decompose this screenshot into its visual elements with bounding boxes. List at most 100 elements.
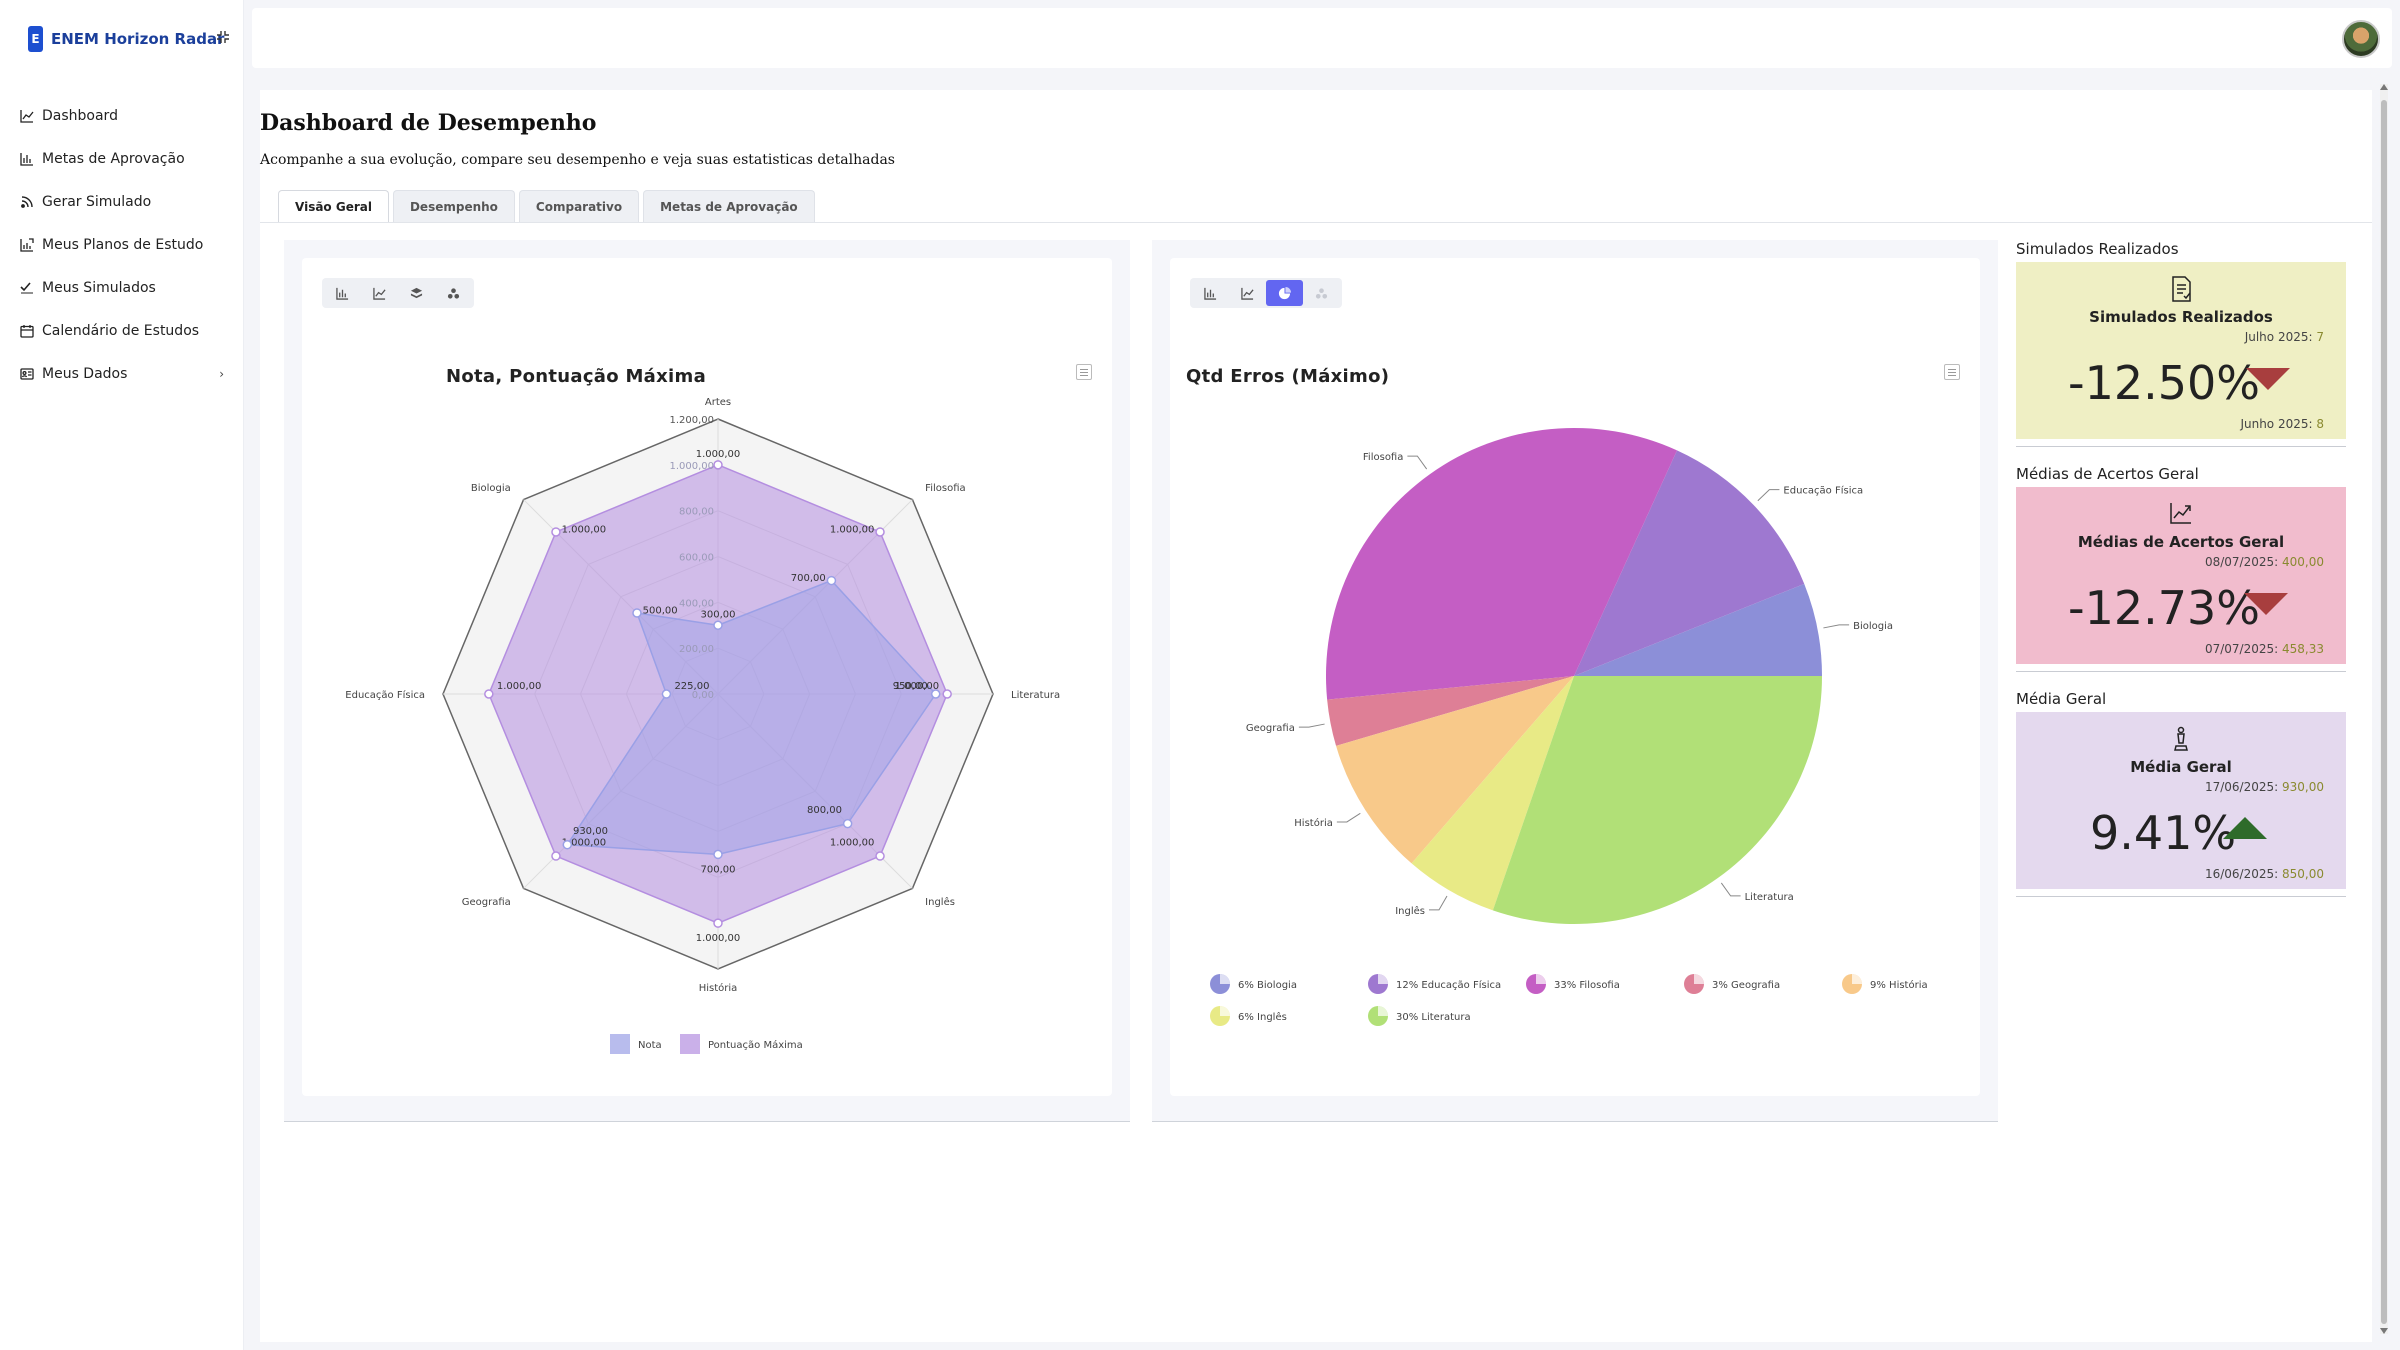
pie-slice	[1574, 450, 1805, 676]
pie-legend-icon	[1536, 974, 1546, 984]
pie-slice-label: Biologia	[1853, 621, 1893, 632]
pie-leader-line	[1823, 624, 1850, 629]
radar-data-label: 700,00	[791, 573, 826, 584]
legend-label: 30% Literatura	[1396, 1012, 1471, 1023]
radar-category-label: Literatura	[1011, 690, 1060, 701]
legend-label: 33% Filosofia	[1554, 980, 1620, 991]
pie-legend-icon	[1220, 1006, 1230, 1016]
chart-menu-icon[interactable]	[1944, 364, 1960, 380]
divider	[2016, 896, 2346, 897]
stat-previous-value: 458,33	[2282, 642, 2324, 656]
radar-data-label: 930,00	[573, 826, 608, 837]
sidebar-item-label: Meus Planos de Estudo	[42, 236, 204, 253]
legend-label: Pontuação Máxima	[708, 1039, 803, 1051]
sidebar-item-meus-dados[interactable]: Meus Dados ›	[20, 352, 230, 395]
stat-previous: 07/07/2025: 458,33	[2205, 642, 2324, 656]
scatter-chart-type-button[interactable]	[435, 280, 472, 306]
scroll-thumb[interactable]	[2381, 100, 2387, 1324]
radar-data-label: 225,00	[674, 681, 709, 692]
scroll-down-icon[interactable]	[2380, 1328, 2388, 1334]
pie-legend-icon	[1694, 974, 1704, 984]
sidebar-item-metas[interactable]: Metas de Aprovação	[20, 137, 230, 180]
radar-point	[826, 575, 837, 586]
pie-leader-line	[1720, 882, 1741, 897]
sidebar-item-gerar-simulado[interactable]: Gerar Simulado	[20, 180, 230, 223]
stat-current-value: 7	[2316, 330, 2324, 344]
radar-data-label: 950,00	[893, 681, 928, 692]
stat-previous: 16/06/2025: 850,00	[2205, 867, 2324, 881]
scatter-chart-type-button[interactable]	[1303, 280, 1340, 306]
radar-data-label: 1.000,00	[497, 681, 542, 692]
tab-desempenho[interactable]: Desempenho	[392, 190, 515, 222]
stat-title: Simulados Realizados	[2089, 308, 2273, 326]
bar-chart-type-button[interactable]	[324, 280, 361, 306]
legend-swatch	[610, 1034, 630, 1054]
chart-menu-icon[interactable]	[1076, 364, 1092, 380]
pie-chart-title: Qtd Erros (Máximo)	[1186, 366, 1390, 387]
bar-chart-type-button[interactable]	[1192, 280, 1229, 306]
sidebar-item-planos[interactable]: Meus Planos de Estudo	[20, 223, 230, 266]
pie-chart-container: Qtd Erros (Máximo) Biologia Educação Físi…	[1170, 258, 1980, 1096]
page-scrollbar[interactable]	[2380, 84, 2388, 1334]
tab-visao-geral[interactable]: Visão Geral	[278, 190, 389, 222]
stat-medias-acertos: Médias de Acertos Geral Médias de Acerto…	[2016, 465, 2346, 690]
stat-change: -12.50%	[2068, 356, 2260, 410]
pie-slice	[1336, 676, 1574, 864]
radar-point	[562, 839, 573, 850]
pie-leader-line	[1407, 455, 1428, 470]
radar-point	[713, 918, 723, 928]
chess-piece-icon	[2016, 726, 2346, 756]
stacked-chart-type-button[interactable]	[398, 280, 435, 306]
tab-metas-aprovacao[interactable]: Metas de Aprovação	[643, 190, 815, 222]
sidebar-item-meus-simulados[interactable]: Meus Simulados	[20, 266, 230, 309]
legend-swatch	[680, 1034, 700, 1054]
radar-tick-label: 800,00	[679, 507, 714, 518]
user-avatar[interactable]	[2342, 20, 2380, 58]
radar-point	[713, 849, 723, 860]
page-title: Dashboard de Desempenho	[260, 110, 597, 136]
line-chart-type-button[interactable]	[1229, 280, 1266, 306]
top-bar	[252, 8, 2392, 68]
pie-slice	[1492, 676, 1822, 924]
divider	[2016, 671, 2346, 672]
line-chart-icon	[20, 108, 42, 124]
trend-down-icon	[2244, 593, 2288, 615]
tab-bar: Visão Geral Desempenho Comparativo Metas…	[278, 190, 815, 222]
radar-tick-label: 1.200,00	[669, 415, 714, 426]
radar-point	[551, 527, 561, 537]
id-card-icon	[20, 366, 42, 382]
tab-comparativo[interactable]: Comparativo	[518, 190, 640, 222]
brand[interactable]: E ENEM Horizon Radar	[28, 26, 224, 52]
sidebar-item-dashboard[interactable]: Dashboard	[20, 94, 230, 137]
stat-previous-value: 850,00	[2282, 867, 2324, 881]
stat-card: Média Geral 17/06/2025: 930,00 9.41% 16/…	[2016, 712, 2346, 892]
stat-previous-label: 07/07/2025:	[2204, 642, 2279, 656]
radar-data-label: 1.000,00	[895, 681, 940, 692]
radar-point	[713, 460, 723, 470]
stats-column: Simulados Realizados Simulados Realizado…	[2016, 240, 2346, 915]
stat-current-label: 17/06/2025:	[2204, 780, 2279, 794]
line-chart-type-button[interactable]	[361, 280, 398, 306]
page-subtitle: Acompanhe a sua evolução, compare seu de…	[260, 152, 895, 168]
radar-data-label: 1.000,00	[562, 837, 607, 848]
collapse-sidebar-icon[interactable]	[214, 28, 232, 46]
pie-chart-type-button[interactable]	[1266, 280, 1303, 306]
legend-label: Nota	[638, 1040, 662, 1051]
pie-slice	[1326, 428, 1678, 700]
pie-chart: Biologia Educação Física Filosofia Geografi…	[1210, 428, 1928, 1026]
chart-type-toolbar	[1190, 278, 1342, 308]
radar-data-label: 1.000,00	[830, 525, 875, 536]
plan-chart-icon	[20, 237, 42, 253]
document-icon	[2016, 276, 2346, 306]
calendar-icon	[20, 323, 42, 339]
scroll-up-icon[interactable]	[2380, 84, 2388, 90]
pie-slice-label: Literatura	[1745, 892, 1794, 903]
radar-tick-label: 1.000,00	[669, 461, 714, 472]
pie-legend-icon	[1220, 974, 1230, 984]
sidebar-item-calendario[interactable]: Calendário de Estudos	[20, 309, 230, 352]
legend-label: 12% Educação Física	[1396, 979, 1501, 991]
radar-category-label: Educação Física	[345, 689, 425, 701]
pie-slice-label: História	[1294, 817, 1333, 829]
radar-data-label: 800,00	[807, 805, 842, 816]
chevron-right-icon: ›	[219, 366, 224, 381]
